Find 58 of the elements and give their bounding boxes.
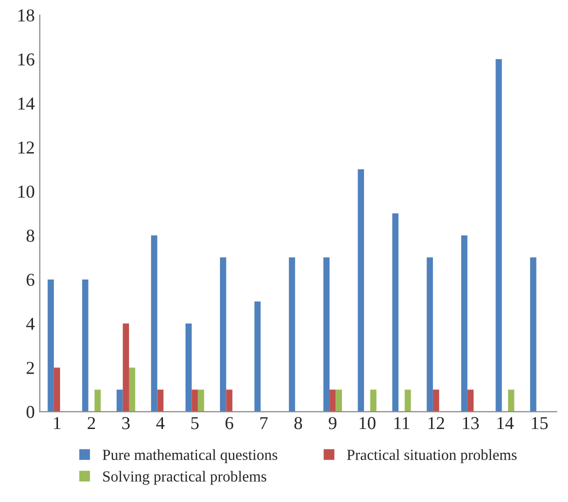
y-tick-label: 10 <box>18 186 34 198</box>
bar <box>508 390 514 412</box>
x-tick-label: 7 <box>260 417 268 430</box>
bar <box>94 390 101 412</box>
legend-label: Practical situation problems <box>347 449 517 464</box>
bar <box>151 235 158 412</box>
x-tick-label: 4 <box>156 417 165 430</box>
bar <box>48 279 54 412</box>
y-tick-label: 4 <box>26 318 35 330</box>
bar <box>186 324 192 412</box>
y-tick-label: 16 <box>18 53 34 66</box>
legend-label: Pure mathematical questions <box>102 449 278 464</box>
x-tick-label: 5 <box>191 417 199 430</box>
bar <box>129 368 136 412</box>
bar <box>82 279 88 412</box>
x-tick-label: 15 <box>532 417 548 430</box>
bar <box>198 390 204 412</box>
bar <box>336 390 342 412</box>
x-tick-label: 11 <box>394 417 410 430</box>
bar <box>370 390 376 412</box>
x-tick-label: 10 <box>360 417 376 430</box>
bar <box>288 257 296 412</box>
x-tick-label: 9 <box>328 417 336 430</box>
bar <box>432 390 440 412</box>
bar <box>254 301 261 412</box>
bar <box>467 390 474 412</box>
bar <box>392 213 398 412</box>
bar <box>496 59 502 412</box>
bar <box>530 257 536 412</box>
y-tick-label: 8 <box>26 230 34 242</box>
bar <box>358 169 364 412</box>
y-tick-label: 18 <box>18 9 34 22</box>
bar <box>220 257 226 412</box>
y-tick-label: 2 <box>26 362 34 374</box>
bar <box>226 390 232 412</box>
y-tick-label: 0 <box>26 406 34 418</box>
bar <box>330 390 336 412</box>
bar <box>116 390 123 412</box>
x-tick-label: 14 <box>498 417 514 430</box>
y-tick-label: 14 <box>18 98 35 110</box>
bar <box>323 257 330 412</box>
bar <box>54 368 60 412</box>
legend-label: Solving practical problems <box>103 470 266 485</box>
bar <box>426 257 433 412</box>
bar <box>461 235 468 412</box>
bar <box>122 324 130 412</box>
x-tick-label: 2 <box>88 417 95 430</box>
y-tick-label: 12 <box>18 142 34 154</box>
bar <box>157 390 164 412</box>
x-tick-label: 3 <box>122 417 130 430</box>
x-tick-label: 6 <box>226 417 234 430</box>
x-tick-label: 8 <box>294 417 302 430</box>
x-tick-label: 1 <box>54 417 60 430</box>
bar <box>404 390 411 412</box>
x-tick-label: 13 <box>463 417 479 430</box>
bar <box>192 390 198 412</box>
y-tick-label: 6 <box>26 274 34 286</box>
x-tick-label: 12 <box>428 417 444 430</box>
